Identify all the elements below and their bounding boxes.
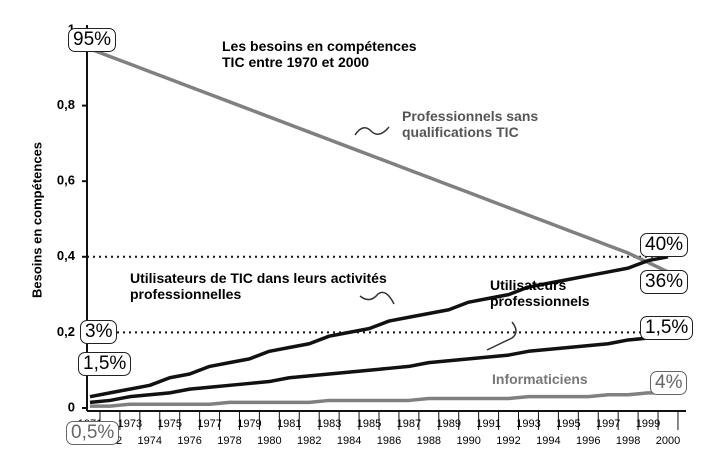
line-series	[89, 334, 669, 405]
series-label: Utilisateurs professionnels	[490, 277, 590, 309]
x-tick-label: 1998	[616, 435, 640, 447]
y-tick-label: 0,6	[57, 173, 75, 188]
annotation-box: 95%	[68, 28, 117, 52]
line-series	[90, 391, 668, 408]
x-tick-label: 1987	[397, 418, 421, 430]
x-tick-label: 1981	[277, 418, 301, 430]
series-label: Informaticiens	[492, 371, 588, 387]
x-tick-label: 1974	[138, 435, 162, 447]
x-tick-label: 1989	[437, 418, 461, 430]
x-tick-label: 1993	[516, 418, 540, 430]
x-tick-label: 1997	[596, 418, 620, 430]
arrow	[354, 126, 390, 136]
annotation-box: 1,5%	[640, 316, 694, 340]
x-tick-label: 1980	[257, 435, 281, 447]
x-tick-label: 1977	[197, 418, 221, 430]
line-series	[89, 47, 669, 274]
arrow	[486, 321, 517, 351]
x-tick-label: 1982	[297, 435, 321, 447]
series-label: Utilisateurs de TIC dans leurs activités…	[130, 270, 387, 302]
x-tick-label: 1976	[177, 435, 201, 447]
annotation-box: 1,5%	[78, 352, 132, 376]
y-tick-label: 0,2	[57, 324, 75, 339]
y-tick-label: 0,8	[57, 97, 75, 112]
x-tick-label: 1985	[357, 418, 381, 430]
annotation-box: 40%	[640, 233, 689, 257]
y-tick-label: 0,4	[57, 248, 76, 263]
x-tick-label: 1978	[217, 435, 241, 447]
annotation-box: 36%	[640, 270, 689, 294]
x-tick-label: 1988	[417, 435, 441, 447]
x-tick-label: 1991	[476, 418, 500, 430]
annotation-box: 3%	[80, 320, 118, 344]
arrow	[359, 291, 395, 305]
x-tick-label: 1975	[157, 418, 181, 430]
x-tick-label: 1995	[556, 418, 580, 430]
x-tick-label: 1996	[576, 435, 600, 447]
series-label: Professionnels sans qualifications TIC	[402, 108, 539, 140]
y-axis-label: Besoins en compétences	[29, 142, 44, 298]
y-tick-label: 0	[68, 399, 75, 414]
x-tick-label: 1990	[456, 435, 480, 447]
x-tick-label: 2000	[656, 435, 680, 447]
chart-title: Les besoins en compétences TIC entre 197…	[222, 38, 417, 70]
annotation-box: 4%	[650, 371, 688, 395]
annotation-box: 0,5%	[66, 421, 120, 445]
x-tick-label: 1992	[496, 435, 520, 447]
x-tick-label: 1979	[237, 418, 261, 430]
x-tick-label: 1984	[337, 435, 361, 447]
x-tick-label: 1999	[636, 418, 660, 430]
line-series	[89, 255, 669, 399]
x-tick-label: 1986	[377, 435, 401, 447]
x-tick-label: 1973	[118, 418, 142, 430]
x-tick-label: 1994	[536, 435, 560, 447]
x-tick-label: 1983	[317, 418, 341, 430]
